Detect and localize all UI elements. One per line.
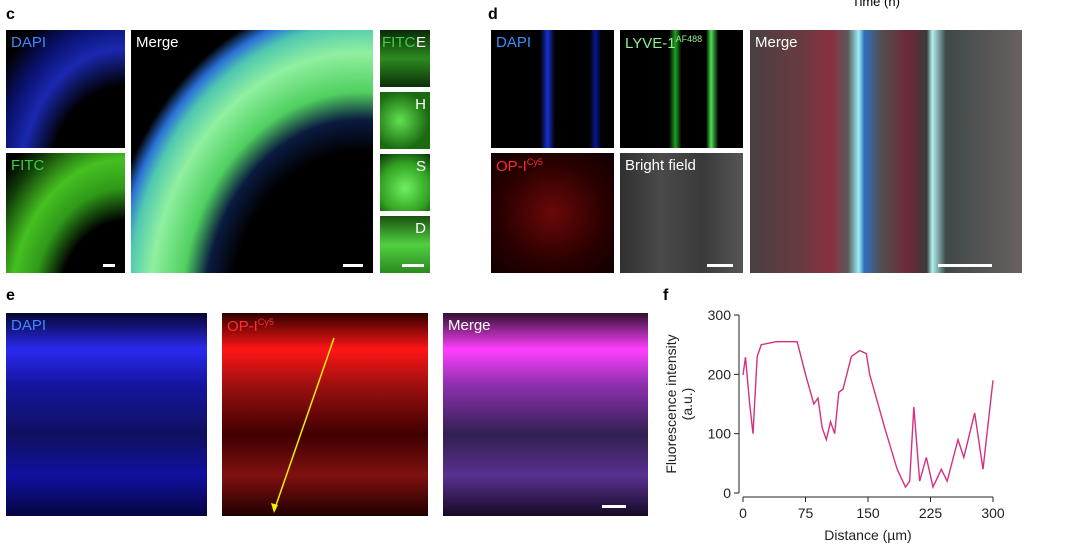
y-tick-label: 0	[723, 485, 731, 501]
merge-image: Merge	[750, 30, 1022, 273]
image-label: OP-ICy5	[496, 157, 543, 175]
op-image: OP-ICy5	[491, 153, 614, 273]
y-tick-label: 100	[708, 426, 732, 442]
inset-label: E	[415, 34, 426, 51]
label-sup: Cy5	[526, 157, 543, 167]
arrow	[271, 337, 335, 513]
image-label: DAPI	[11, 34, 47, 51]
inset-image: D	[380, 216, 430, 273]
data-line	[742, 341, 994, 490]
inset-image: H	[380, 92, 430, 149]
merge-image: Merge	[131, 30, 373, 273]
image-label: Merge	[136, 34, 179, 51]
x-tick-label: 300	[981, 505, 1005, 521]
panel-label: d	[488, 6, 498, 23]
x-tick-label: 150	[856, 505, 880, 521]
y-axis-label: (a.u.)	[679, 388, 695, 421]
chart: Fluorescence intensity (a.u.) Distance (…	[663, 307, 1005, 543]
x-axis-label: Distance (µm)	[824, 527, 911, 543]
y-tick-label: 300	[708, 307, 732, 323]
dapi-image: DAPI	[6, 30, 125, 148]
bright-field-image: Bright field	[620, 153, 743, 273]
image-label: Merge	[448, 317, 491, 334]
panel-label: f	[663, 287, 669, 304]
image-label: Merge	[755, 34, 798, 51]
panel-label: e	[6, 287, 15, 304]
image-label: Bright field	[625, 157, 696, 174]
fitc-image: FITC	[6, 153, 125, 273]
image-label: FITC	[11, 157, 45, 174]
inset-label: D	[415, 220, 426, 237]
image-label: OP-ICy5	[227, 317, 274, 335]
dapi-image: DAPI	[6, 313, 207, 516]
inset-image: FITC E	[380, 30, 430, 87]
merge-image: Merge	[443, 313, 648, 516]
y-axis-label: Fluorescence intensity	[663, 334, 679, 473]
label-text: OP-I	[227, 318, 258, 335]
image-label: DAPI	[496, 34, 532, 51]
panel-label: c	[6, 6, 15, 23]
x-tick-label: 225	[919, 505, 943, 521]
image-label: LYVE-1AF488	[625, 34, 702, 52]
x-tick-label: 75	[798, 505, 814, 521]
inset-image: S	[380, 154, 430, 211]
op-image: OP-ICy5	[222, 313, 428, 516]
inset-label: H	[415, 96, 426, 113]
inset-title: FITC	[382, 34, 416, 51]
inset-label: S	[415, 158, 426, 175]
y-tick-label: 200	[708, 366, 732, 382]
dapi-image: DAPI	[491, 30, 614, 148]
label-text: OP-I	[496, 158, 527, 175]
label-text: LYVE-1	[625, 35, 676, 52]
image-label: DAPI	[11, 317, 47, 334]
label-sup: Cy5	[257, 317, 274, 327]
label-sup: AF488	[675, 34, 703, 44]
top-text: Time (h)	[852, 0, 900, 9]
x-tick-label: 0	[739, 505, 747, 521]
lyve-image: LYVE-1AF488	[620, 30, 743, 148]
